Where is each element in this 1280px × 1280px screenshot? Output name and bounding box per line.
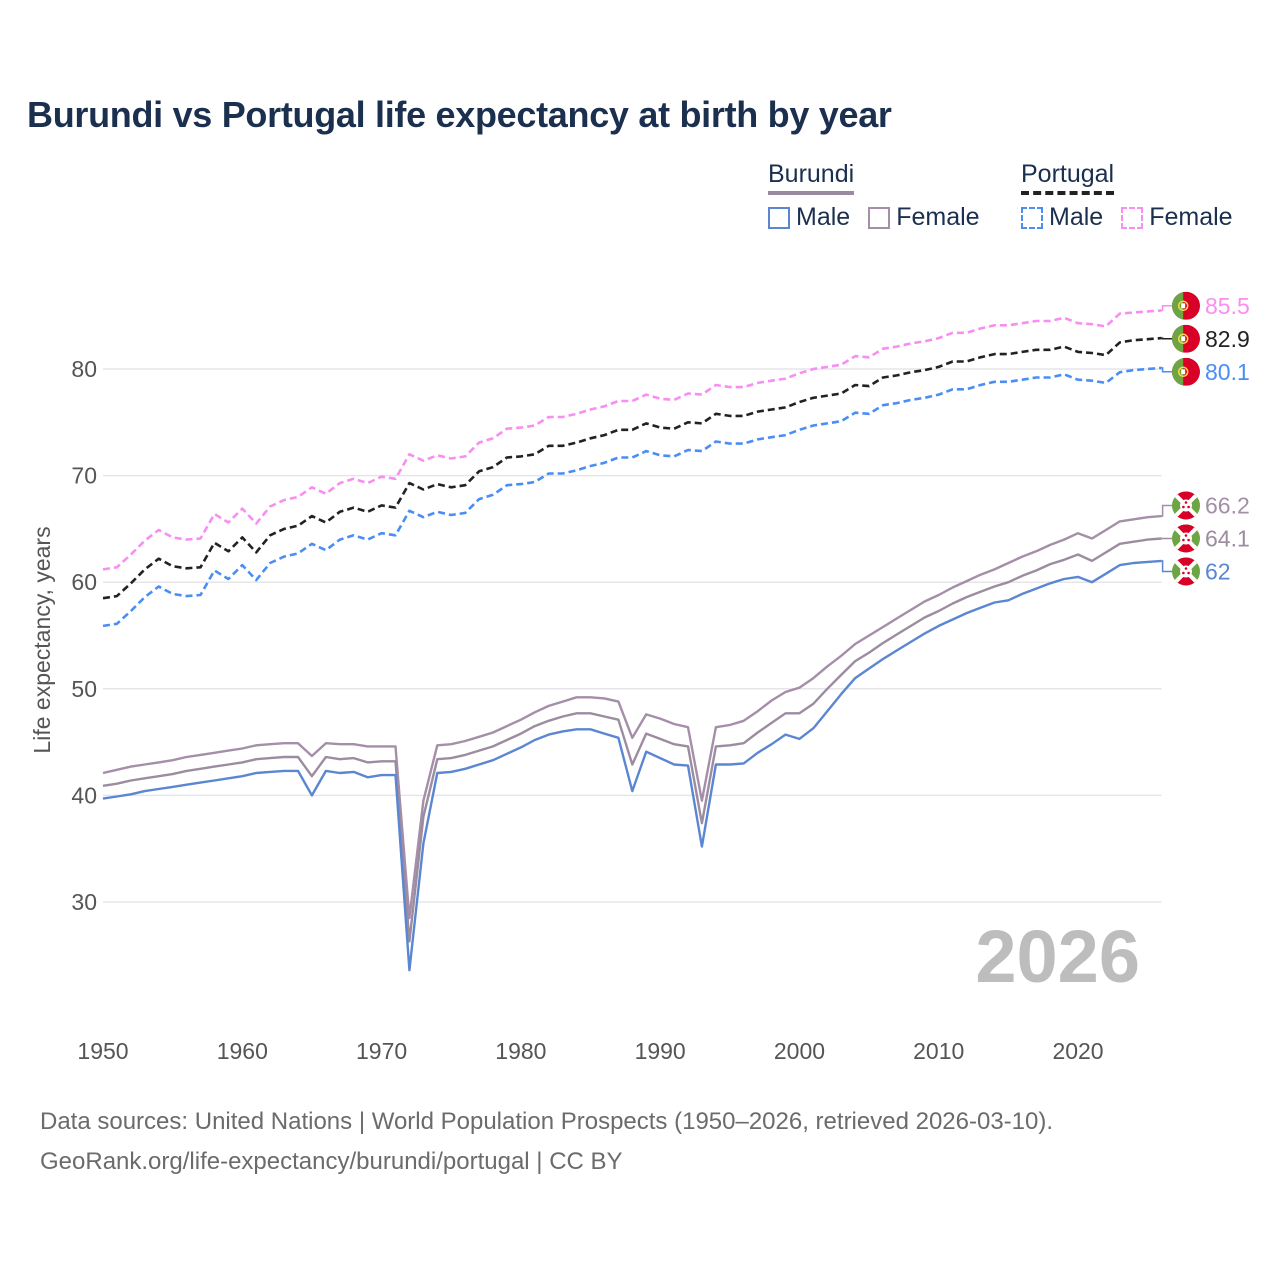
portugal-flag-icon: [1172, 357, 1200, 386]
flag-green: [1172, 291, 1184, 320]
year-watermark: 2026: [975, 915, 1140, 998]
portugal-flag-icon: [1172, 291, 1200, 320]
y-tick-label: 80: [71, 356, 97, 382]
end-label-connector: [1161, 367, 1172, 373]
end-label-connector: [1161, 560, 1172, 573]
legend-item-portugal-female[interactable]: Female: [1121, 203, 1233, 232]
series-line-portugal-total: [102, 336, 1162, 600]
x-tick-label: 1970: [356, 1038, 407, 1064]
x-tick-label: 1980: [495, 1038, 546, 1064]
flag-sphere: [1177, 366, 1189, 378]
y-tick-label: 70: [71, 463, 97, 489]
end-value-label: 64.1: [1205, 525, 1250, 551]
end-label-connector: [1161, 337, 1172, 340]
flag-star: [1182, 571, 1185, 575]
footer-sources: Data sources: United Nations | World Pop…: [40, 1108, 1054, 1135]
flag-sphere: [1177, 333, 1189, 345]
flag-shield: [1181, 369, 1186, 375]
x-tick-label: 1990: [635, 1038, 686, 1064]
flag-star: [1184, 501, 1188, 504]
legend-item-burundi-male[interactable]: Male: [768, 203, 850, 232]
flag-red-bottom: [1172, 571, 1200, 586]
chart-title: Burundi vs Portugal life expectancy at b…: [27, 94, 892, 135]
flag-disc: [1180, 565, 1192, 578]
end-label-portugal-male: 80.1: [1161, 357, 1250, 386]
flag-red-bottom: [1172, 538, 1200, 553]
flag-shield: [1181, 336, 1186, 342]
legend-swatch-icon: [868, 206, 891, 229]
x-tick-label: 2000: [774, 1038, 825, 1064]
series-line-portugal-male: [102, 366, 1162, 628]
series-line-portugal-female: [102, 309, 1162, 571]
legend-swatch-icon: [1021, 206, 1043, 229]
flag-red-top: [1172, 557, 1200, 572]
flag-disc: [1180, 532, 1192, 545]
y-axis-label: Life expectancy, years: [29, 526, 55, 753]
end-value-label: 80.1: [1205, 359, 1250, 385]
series-line-burundi-male: [102, 559, 1162, 972]
flag-green: [1172, 324, 1184, 353]
flag-red-top: [1172, 524, 1200, 539]
legend-label: Male: [1049, 203, 1104, 231]
portugal-flag-icon: [1172, 324, 1200, 353]
burundi-flag-icon: [1172, 491, 1200, 520]
flag-disc: [1180, 499, 1192, 512]
x-tick-label: 2020: [1052, 1038, 1103, 1064]
footer-attribution[interactable]: GeoRank.org/life-expectancy/burundi/port…: [40, 1148, 623, 1175]
flag-star: [1187, 538, 1190, 542]
end-label-burundi-total: 64.1: [1161, 524, 1250, 553]
flag-shield: [1181, 303, 1186, 309]
burundi-flag-icon: [1172, 524, 1200, 553]
flag-red-bottom: [1172, 505, 1200, 520]
end-value-label: 85.5: [1205, 293, 1250, 319]
y-tick-label: 40: [71, 782, 97, 808]
flag-green: [1172, 357, 1184, 386]
burundi-flag-icon: [1172, 557, 1200, 586]
legend-item-burundi-female[interactable]: Female: [868, 203, 980, 232]
series-line-burundi-female: [102, 514, 1162, 920]
legend-burundi: Burundi Male Female: [768, 160, 980, 232]
flag-star: [1187, 505, 1190, 509]
end-value-label: 82.9: [1205, 326, 1250, 352]
flag-star: [1187, 571, 1190, 575]
series-line-burundi-total: [102, 537, 1162, 943]
x-tick-label: 1950: [77, 1038, 128, 1064]
end-label-portugal-total: 82.9: [1161, 324, 1250, 353]
end-label-burundi-male: 62: [1161, 557, 1231, 586]
legend-burundi-title: Burundi: [768, 160, 855, 195]
end-value-label: 66.2: [1205, 492, 1250, 518]
legend-label: Female: [1149, 203, 1233, 231]
legend-swatch-icon: [1121, 206, 1144, 229]
end-value-label: 62: [1205, 558, 1231, 584]
x-tick-label: 1960: [217, 1038, 268, 1064]
end-label-connector: [1161, 504, 1172, 517]
end-label-burundi-female: 66.2: [1161, 491, 1250, 520]
legend-item-portugal-male[interactable]: Male: [1021, 203, 1103, 232]
flag-star: [1182, 505, 1185, 509]
legend-swatch-icon: [768, 206, 790, 229]
x-tick-label: 2010: [913, 1038, 964, 1064]
y-tick-label: 30: [71, 889, 97, 915]
y-tick-label: 50: [71, 676, 97, 702]
legend-portugal: Portugal Male Female: [1021, 160, 1233, 232]
flag-red-top: [1172, 491, 1200, 506]
legend-portugal-title: Portugal: [1021, 160, 1115, 195]
legend-label: Female: [896, 203, 980, 231]
flag-star: [1182, 538, 1185, 542]
end-label-portugal-female: 85.5: [1161, 291, 1250, 320]
flag-star: [1184, 534, 1188, 537]
y-tick-label: 60: [71, 569, 97, 595]
end-label-connector: [1161, 305, 1172, 312]
flag-star: [1184, 567, 1188, 570]
flag-sphere: [1177, 300, 1189, 312]
legend-label: Male: [796, 203, 851, 231]
